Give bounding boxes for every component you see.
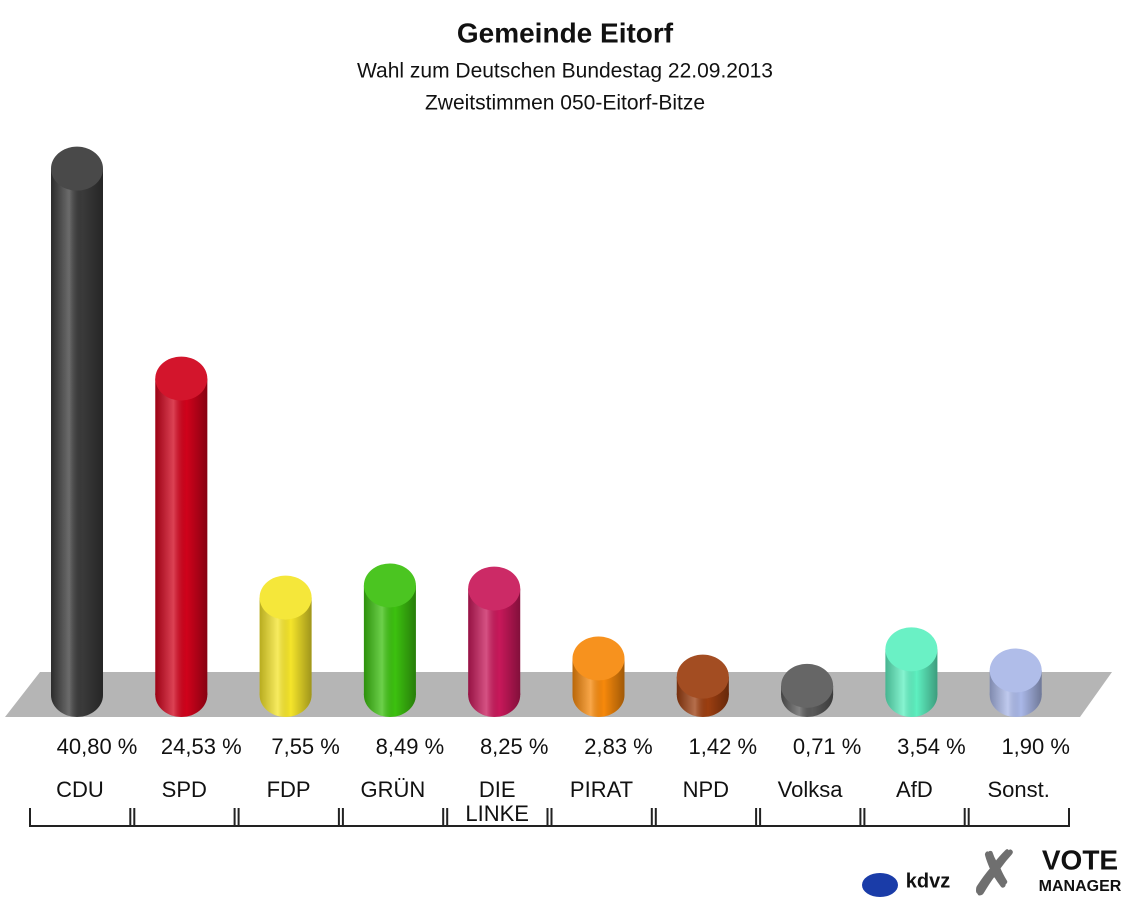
value-label: 0,71 % [793,734,862,759]
x-tick-label: Sonst. [987,777,1050,802]
bar-top [781,663,834,708]
logo-text: MANAGER [1039,878,1122,895]
value-label: 40,80 % [57,734,138,759]
logo-text: VOTE [1042,844,1118,875]
bar-top [51,146,103,191]
value-label: 1,90 % [1001,734,1070,759]
bar-top-shade [572,636,625,681]
bar-shade [51,168,103,695]
bar-top-shade [259,575,312,620]
value-label: 7,55 % [271,734,340,759]
x-tick-label: SPD [161,777,207,802]
value-label: 8,25 % [480,734,549,759]
bar-shade [155,378,208,695]
bar-top [259,575,312,620]
logo-mark: ✗ [970,840,1020,907]
chart-title: Gemeinde Eitorf [457,17,674,48]
bar-top-shade [468,566,521,611]
x-tick-label: AfD [896,777,933,802]
bar-top-shade [885,627,938,672]
bar-top-shade [155,356,208,401]
x-tick-label: GRÜN [360,777,426,802]
value-label: 24,53 % [161,734,242,759]
bar-top-shade [51,146,103,191]
bar-top [468,566,521,611]
x-tick-label: Volksa [777,777,843,802]
bar-top-shade [781,663,834,708]
x-tick-label: CDU [56,777,104,802]
value-label: 1,42 % [689,734,758,759]
x-tick-label: DIE LINKE [465,777,529,826]
chart-subtitle: Wahl zum Deutschen Bundestag 22.09.2013 [357,60,773,83]
bar-top-shade [989,648,1042,693]
bar-top [676,654,729,699]
bar-top [572,636,625,681]
bar-top [155,356,208,401]
logo-text: kdvz [906,870,950,892]
value-label: 2,83 % [584,734,653,759]
bar-top-shade [676,654,729,699]
logo-icon [862,873,898,897]
bar-top [363,563,416,608]
x-tick-label: NPD [682,777,730,802]
x-tick-label: FDP [266,777,311,802]
value-label: 3,54 % [897,734,966,759]
chart-subtitle: Zweitstimmen 050-Eitorf-Bitze [425,92,705,115]
x-tick-label: PIRAT [569,777,634,802]
bar-top [885,627,938,672]
value-label: 8,49 % [376,734,445,759]
bar-top [989,648,1042,693]
bar-top-shade [363,563,416,608]
